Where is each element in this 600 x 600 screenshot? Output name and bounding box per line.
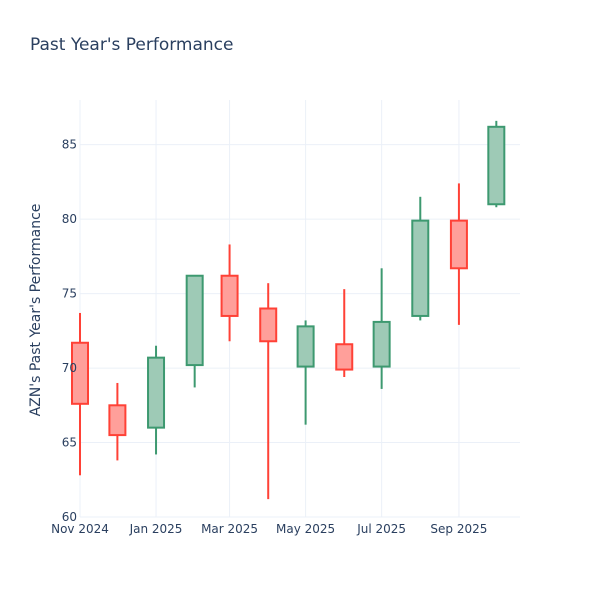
x-tick-label: Nov 2024 bbox=[51, 522, 109, 536]
candle-aug-2025 bbox=[411, 196, 430, 321]
y-tick-label: 60 bbox=[62, 510, 77, 524]
y-tick-label: 85 bbox=[62, 138, 77, 152]
candle-body bbox=[185, 274, 204, 367]
candle-body bbox=[147, 356, 166, 429]
candle-body bbox=[487, 125, 506, 206]
y-tick-label: 70 bbox=[62, 361, 77, 375]
candle-nov-2024 bbox=[71, 312, 89, 476]
candle-jul-2025 bbox=[372, 268, 391, 389]
candle-body bbox=[411, 219, 430, 317]
candle-sep-2025 bbox=[449, 183, 468, 325]
candle-body bbox=[296, 325, 315, 368]
candle-body bbox=[335, 343, 354, 371]
x-tick-label: Sep 2025 bbox=[430, 522, 487, 536]
x-tick-label: Jul 2025 bbox=[356, 522, 406, 536]
axes: 60 65 70 75 80 85 Nov 2024 Jan 2025 Mar 2025 May … bbox=[51, 138, 487, 536]
candle-body bbox=[220, 274, 239, 317]
candle-body bbox=[108, 404, 127, 437]
chart-title: Past Year's Performance bbox=[30, 35, 234, 55]
y-axis-title: AZN's Past Year's Performance bbox=[28, 204, 44, 417]
y-tick-label: 65 bbox=[62, 436, 77, 450]
candle-jan-2025 bbox=[147, 345, 166, 455]
candle-may-2025 bbox=[296, 320, 315, 425]
candle-body bbox=[449, 219, 468, 270]
x-tick-label: Jan 2025 bbox=[129, 522, 183, 536]
x-tick-label: May 2025 bbox=[276, 522, 335, 536]
candle-oct-2025 bbox=[487, 120, 506, 208]
candle-apr-2025 bbox=[259, 283, 278, 500]
candle-feb-2025 bbox=[185, 274, 204, 388]
y-tick-label: 80 bbox=[62, 212, 77, 226]
candle-body bbox=[372, 320, 391, 368]
candle-mar-2025 bbox=[220, 244, 239, 342]
x-tick-label: Mar 2025 bbox=[201, 522, 258, 536]
candle-jun-2025 bbox=[335, 289, 354, 378]
candle-dec-2024 bbox=[108, 382, 127, 461]
candles bbox=[71, 120, 506, 500]
y-tick-label: 75 bbox=[62, 287, 77, 301]
candle-body bbox=[259, 307, 278, 343]
candle-body bbox=[71, 341, 89, 405]
